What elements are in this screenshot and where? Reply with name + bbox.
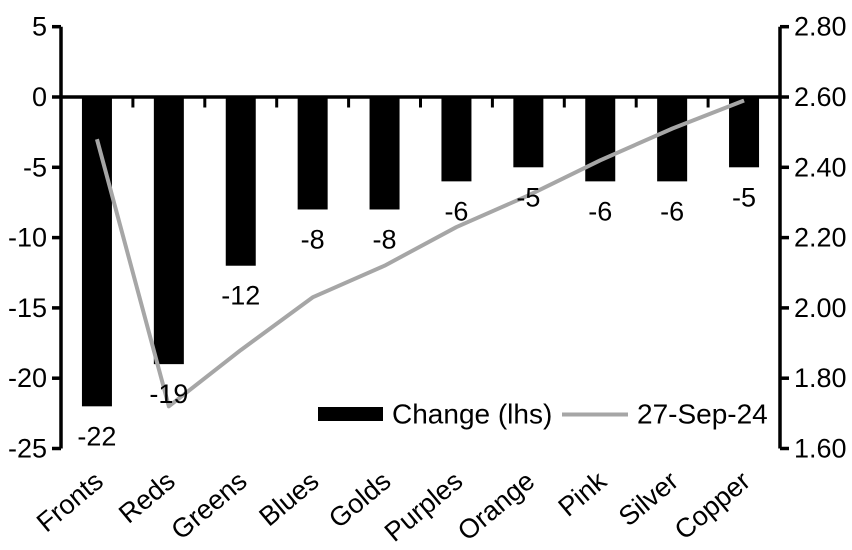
left-axis-tick-label: -20 [8,363,47,393]
bar-value-label: -8 [373,224,397,254]
category-label-blues: Blues [253,466,324,532]
bar-value-label: -22 [77,421,116,451]
right-axis-tick-label: 1.80 [794,363,847,393]
bar-purples [441,97,472,182]
bar-greens [225,97,256,266]
right-axis-tick-label: 2.20 [794,223,847,253]
bar-value-label: -5 [732,182,756,212]
left-axis-tick-label: -15 [8,293,47,323]
left-axis-tick-label: 0 [32,82,47,112]
bar-value-label: -6 [588,196,612,226]
bar-pink [585,97,616,182]
left-axis-tick-label: -25 [8,434,47,464]
legend-label-change-lhs: Change (lhs) [392,399,552,430]
bar-golds [369,97,400,210]
right-axis-tick-label: 2.80 [794,12,847,42]
right-axis-tick-label: 1.60 [794,434,847,464]
bar-reds [153,97,184,365]
legend-bar-swatch [318,407,383,421]
category-label-purples: Purples [379,466,468,548]
bar-value-label: -6 [660,196,684,226]
bar-value-label: -5 [516,182,540,212]
left-axis-tick-label: 5 [32,12,47,42]
bar-blues [297,97,328,210]
bar-silver [657,97,688,182]
bar-copper [729,97,760,168]
legend-label-date: 27-Sep-24 [637,399,768,430]
left-axis-tick-label: -10 [8,223,47,253]
bar-value-label: -12 [221,281,260,311]
category-label-copper: Copper [669,466,756,546]
bar-value-label: -8 [301,224,325,254]
bar-fronts [81,97,112,407]
line-series [95,98,745,409]
bar-value-label: -19 [149,379,188,409]
bar-value-label: -6 [444,196,468,226]
right-axis-tick-label: 2.40 [794,152,847,182]
category-label-fronts: Fronts [31,466,109,538]
bar-orange [513,97,544,168]
left-axis-tick-label: -5 [23,152,47,182]
category-label-orange: Orange [452,466,540,547]
category-label-greens: Greens [165,466,252,546]
category-label-pink: Pink [553,465,613,522]
right-axis-tick-label: 2.00 [794,293,847,323]
right-axis-tick-label: 2.60 [794,82,847,112]
